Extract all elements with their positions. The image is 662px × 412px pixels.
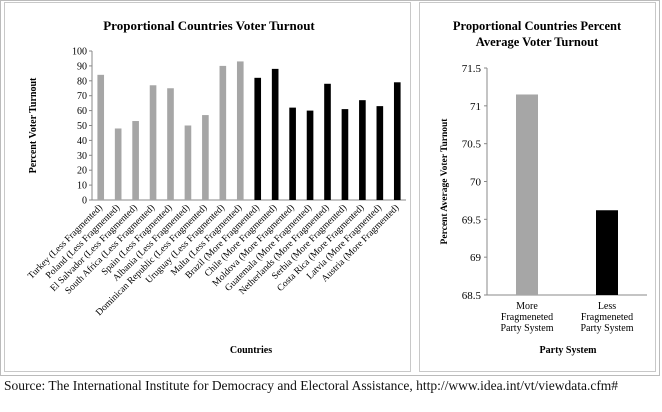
chart-title-line-1: Proportional Countries Percent <box>453 19 622 33</box>
bar <box>114 128 122 200</box>
y-tick-label: 69.5 <box>462 214 482 226</box>
x-tick-label: Less Fragmeneted Party System <box>580 301 633 334</box>
bars <box>516 94 618 295</box>
x-tick-label-line: Party System <box>580 323 633 334</box>
y-tick-label: 10 <box>77 181 87 192</box>
x-tick-label: More Fragmeneted Party System <box>500 301 553 334</box>
x-tick-label-line: Less <box>598 301 616 312</box>
y-tick-label: 40 <box>77 136 87 147</box>
y-tick-labels: 0 10 20 30 40 50 60 70 80 90 100 <box>72 47 87 207</box>
bars <box>97 61 401 201</box>
voter-turnout-chart: Proportional Countries Voter Turnout Per… <box>26 18 406 356</box>
y-tick-label: 71.5 <box>462 63 482 75</box>
y-axis-label: Percent Average Voter Turnout <box>440 118 450 245</box>
x-tick-label-line: Party System <box>500 323 553 334</box>
y-tick-label: 60 <box>77 106 87 117</box>
y-tick-label: 20 <box>77 166 87 177</box>
x-tick-label-line: Fragmeneted <box>501 312 553 323</box>
x-tick-label-line: More <box>516 301 538 312</box>
source-note: Source: The International Institute for … <box>4 378 619 393</box>
x-axis-label: Party System <box>540 345 598 356</box>
axes <box>484 67 647 296</box>
right-panel-border <box>419 2 656 372</box>
bar <box>393 82 401 200</box>
bar <box>184 125 192 200</box>
bar <box>167 88 174 200</box>
y-tick-label: 0 <box>82 196 87 207</box>
bar <box>289 107 296 200</box>
y-tick-label: 70 <box>77 91 87 102</box>
bar <box>202 115 209 200</box>
average-turnout-chart: Proportional Countries Percent Average V… <box>440 19 647 356</box>
y-tick-label: 71 <box>470 101 481 113</box>
y-tick-label: 69 <box>470 252 482 264</box>
bar <box>132 121 139 200</box>
bar <box>236 61 244 201</box>
bar <box>376 106 384 200</box>
x-tick-labels: Turkey (Less Fragmented)Poland (Less Fra… <box>26 202 402 318</box>
y-tick-label: 100 <box>72 47 87 58</box>
y-tick-label: 68.5 <box>462 290 482 302</box>
axes <box>89 50 406 201</box>
bar <box>516 94 538 295</box>
bar <box>219 65 227 201</box>
y-tick-label: 70.5 <box>462 139 482 151</box>
y-axis-label: Percent Voter Turnout <box>28 77 39 173</box>
y-tick-label: 50 <box>77 121 87 132</box>
y-tick-label: 80 <box>77 76 87 87</box>
y-tick-label: 70 <box>470 177 482 189</box>
x-tick-label-line: Fragmeneted <box>581 312 633 323</box>
chart-title: Proportional Countries Voter Turnout <box>103 18 315 33</box>
bar <box>341 109 349 200</box>
y-tick-label: 90 <box>77 61 87 72</box>
bar <box>254 77 262 200</box>
x-axis-label: Countries <box>230 345 272 356</box>
bar <box>324 83 331 200</box>
left-panel-border <box>4 2 411 372</box>
y-tick-labels: 68.5 69 69.5 70 70.5 71 71.5 <box>462 63 482 302</box>
bar <box>149 85 157 200</box>
chart-title-line-2: Average Voter Turnout <box>476 35 599 49</box>
bar <box>306 110 314 200</box>
bar <box>359 100 366 200</box>
bar <box>271 68 279 200</box>
bar <box>596 210 618 295</box>
bar <box>97 74 105 200</box>
y-tick-label: 30 <box>77 151 87 162</box>
